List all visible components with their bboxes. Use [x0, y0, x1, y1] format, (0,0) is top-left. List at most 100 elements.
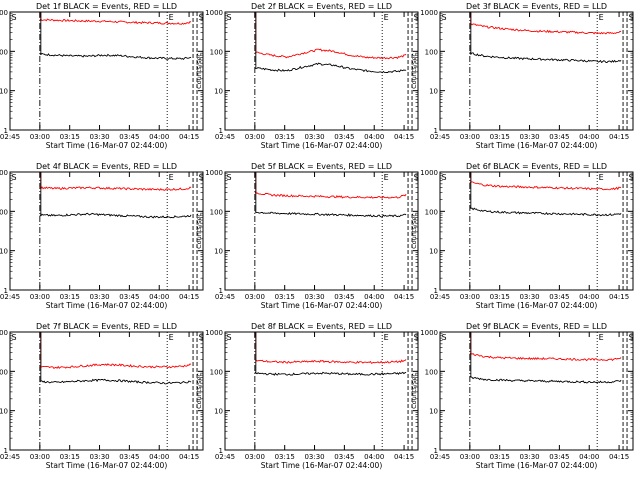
- y-tick-label: 1: [434, 447, 438, 455]
- x-tick-label: 03:00: [460, 293, 480, 301]
- y-tick-label: 1000: [0, 169, 8, 177]
- time-marker-label: S: [227, 333, 232, 342]
- time-marker-label: S: [414, 13, 419, 22]
- y-tick-label: 1000: [420, 9, 438, 17]
- y-tick-label: 1000: [0, 329, 8, 337]
- time-marker-label: S: [227, 173, 232, 182]
- y-tick-label: 10: [429, 248, 438, 256]
- x-tick-label: 02:45: [430, 453, 450, 461]
- plot-frame: [224, 171, 419, 291]
- y-tick-label: 10: [214, 248, 223, 256]
- time-marker-label: S: [442, 333, 447, 342]
- x-axis-label: Start Time (16-Mar-07 02:44:00): [476, 141, 598, 150]
- panel-title: Det 3f BLACK = Events, RED = LLD: [466, 2, 607, 11]
- lld-trace: [254, 191, 407, 199]
- y-tick-label: 100: [210, 208, 223, 216]
- y-tick-label: 1000: [0, 9, 8, 17]
- y-tick-label: 1000: [205, 9, 223, 17]
- y-tick-label: 100: [210, 368, 223, 376]
- time-marker-label: S: [199, 173, 204, 182]
- y-tick-label: 100: [425, 208, 438, 216]
- y-tick-label: 1: [4, 447, 8, 455]
- x-axis-label: Start Time (16-Mar-07 02:44:00): [476, 461, 598, 470]
- x-tick-label: 03:45: [119, 293, 139, 301]
- lld-trace: [254, 359, 407, 364]
- panel-title: Det 7f BLACK = Events, RED = LLD: [36, 322, 177, 331]
- x-tick-label: 04:15: [609, 133, 629, 141]
- plot-frame: [9, 171, 204, 291]
- x-tick-label: 03:15: [60, 293, 80, 301]
- lld-trace: [469, 353, 622, 362]
- x-tick-label: 04:00: [579, 453, 599, 461]
- y-tick-label: 100: [0, 368, 8, 376]
- x-axis-label: Start Time (16-Mar-07 02:44:00): [261, 461, 383, 470]
- lld-trace: [254, 48, 407, 60]
- x-tick-label: 03:45: [119, 453, 139, 461]
- y-axis-label: Counts/sec: [410, 213, 418, 249]
- time-marker-label: E: [599, 173, 604, 182]
- x-tick-label: 04:00: [579, 293, 599, 301]
- lld-trace: [39, 186, 192, 191]
- x-tick-label: 03:00: [30, 453, 50, 461]
- panel-9: Det 9f BLACK = Events, RED = LLD 1 10 100 10…: [410, 322, 634, 470]
- panel-title: Det 6f BLACK = Events, RED = LLD: [466, 162, 607, 171]
- x-tick-label: 03:30: [89, 133, 109, 141]
- x-tick-label: 03:45: [549, 133, 569, 141]
- x-tick-label: 04:15: [179, 293, 199, 301]
- events-trace: [254, 371, 407, 376]
- x-axis-label: Start Time (16-Mar-07 02:44:00): [46, 461, 168, 470]
- x-tick-label: 03:30: [304, 133, 324, 141]
- y-axis-label: Counts/sec: [410, 373, 418, 409]
- time-marker-label: S: [629, 333, 634, 342]
- events-trace: [254, 211, 407, 218]
- plot-frame: [439, 331, 634, 451]
- x-axis-label: Start Time (16-Mar-07 02:44:00): [46, 301, 168, 310]
- panel-7: Det 7f BLACK = Events, RED = LLD 1 10 100 10…: [0, 322, 204, 470]
- events-trace: [469, 52, 622, 64]
- x-tick-label: 04:00: [364, 133, 384, 141]
- x-tick-label: 04:00: [364, 453, 384, 461]
- x-tick-label: 03:30: [89, 453, 109, 461]
- panel-title: Det 5f BLACK = Events, RED = LLD: [251, 162, 392, 171]
- x-tick-label: 04:00: [149, 293, 169, 301]
- x-tick-label: 03:00: [30, 293, 50, 301]
- x-tick-label: 04:00: [579, 133, 599, 141]
- x-tick-label: 04:15: [394, 453, 414, 461]
- time-marker-label: S: [414, 173, 419, 182]
- x-tick-label: 03:30: [304, 453, 324, 461]
- x-tick-label: 02:45: [215, 293, 235, 301]
- y-tick-label: 1000: [205, 329, 223, 337]
- x-tick-label: 03:45: [119, 133, 139, 141]
- x-tick-label: 02:45: [215, 133, 235, 141]
- plot-frame: [439, 11, 634, 131]
- y-tick-label: 10: [0, 408, 8, 416]
- x-tick-label: 03:00: [460, 133, 480, 141]
- events-trace: [469, 376, 622, 384]
- time-marker-label: S: [199, 333, 204, 342]
- panel-1: Det 1f BLACK = Events, RED = LLD 1 10 100 10…: [0, 2, 204, 150]
- x-tick-label: 03:45: [334, 453, 354, 461]
- time-marker-label: S: [629, 173, 634, 182]
- x-tick-label: 02:45: [430, 133, 450, 141]
- time-marker-label: S: [442, 13, 447, 22]
- x-tick-label: 02:45: [0, 133, 20, 141]
- y-tick-label: 10: [214, 88, 223, 96]
- x-tick-label: 04:15: [609, 293, 629, 301]
- x-tick-label: 04:00: [149, 133, 169, 141]
- x-tick-label: 02:45: [0, 293, 20, 301]
- x-axis-label: Start Time (16-Mar-07 02:44:00): [261, 141, 383, 150]
- time-marker-label: E: [599, 333, 604, 342]
- x-tick-label: 03:00: [460, 453, 480, 461]
- x-tick-label: 04:15: [394, 293, 414, 301]
- x-tick-label: 03:15: [490, 453, 510, 461]
- panel-title: Det 4f BLACK = Events, RED = LLD: [36, 162, 177, 171]
- events-trace: [254, 62, 407, 74]
- y-tick-label: 1: [434, 287, 438, 295]
- plot-frame: [224, 331, 419, 451]
- time-marker-label: E: [169, 13, 174, 22]
- y-tick-label: 1: [219, 287, 223, 295]
- y-tick-label: 100: [0, 208, 8, 216]
- x-tick-label: 02:45: [430, 293, 450, 301]
- y-tick-label: 100: [425, 48, 438, 56]
